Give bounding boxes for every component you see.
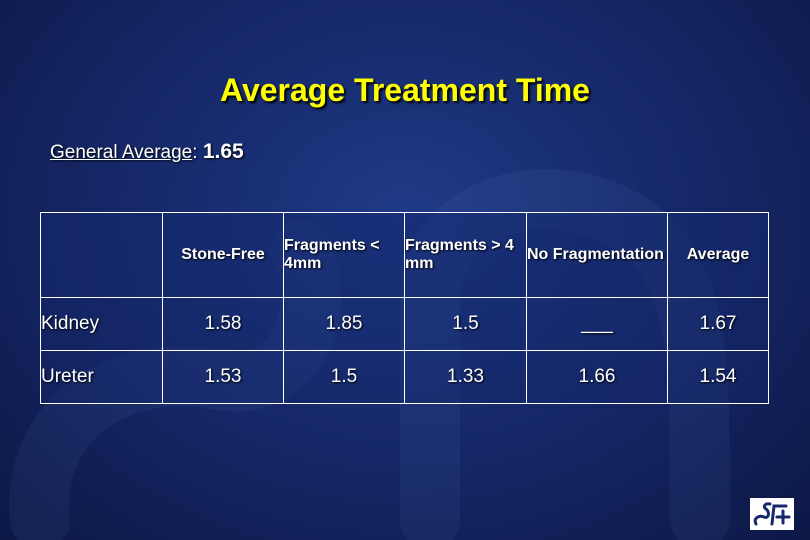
general-average-label: General Average (50, 142, 193, 163)
row-label-kidney: Kidney (40, 297, 163, 351)
table-cell: 1.58 (162, 297, 284, 351)
general-average-value: 1.65 (202, 140, 244, 163)
treatment-time-table: Stone-Free Fragments < 4mm Fragments > 4… (40, 212, 769, 404)
table-cell: 1.33 (404, 350, 527, 404)
table-cell: 1.85 (283, 297, 405, 351)
table-cell: 1.67 (667, 297, 769, 351)
table-cell: 1.5 (283, 350, 405, 404)
header-stone-free: Stone-Free (162, 212, 284, 298)
table-cell: 1.53 (162, 350, 284, 404)
table-row: Ureter 1.53 1.5 1.33 1.66 1.54 (40, 350, 769, 404)
table-header-row: Stone-Free Fragments < 4mm Fragments > 4… (40, 212, 769, 298)
row-label-ureter: Ureter (40, 350, 163, 404)
slide-title: Average Treatment Time (220, 72, 590, 108)
header-cell-empty (40, 212, 163, 298)
logo-icon (753, 502, 791, 526)
table-cell: 1.5 (404, 297, 527, 351)
table-cell: 1.66 (526, 350, 668, 404)
company-logo (749, 497, 795, 531)
general-average-separator: : (192, 142, 198, 163)
header-fragments-under-4mm: Fragments < 4mm (283, 212, 405, 298)
header-no-fragmentation: No Fragmentation (526, 212, 668, 298)
header-fragments-over-4mm: Fragments > 4 mm (404, 212, 527, 298)
table-row: Kidney 1.58 1.85 1.5 ___ 1.67 (40, 297, 769, 351)
table-cell: ___ (526, 297, 668, 351)
header-average: Average (667, 212, 769, 298)
table-cell: 1.54 (667, 350, 769, 404)
general-average: General Average: 1.65 (50, 140, 244, 164)
